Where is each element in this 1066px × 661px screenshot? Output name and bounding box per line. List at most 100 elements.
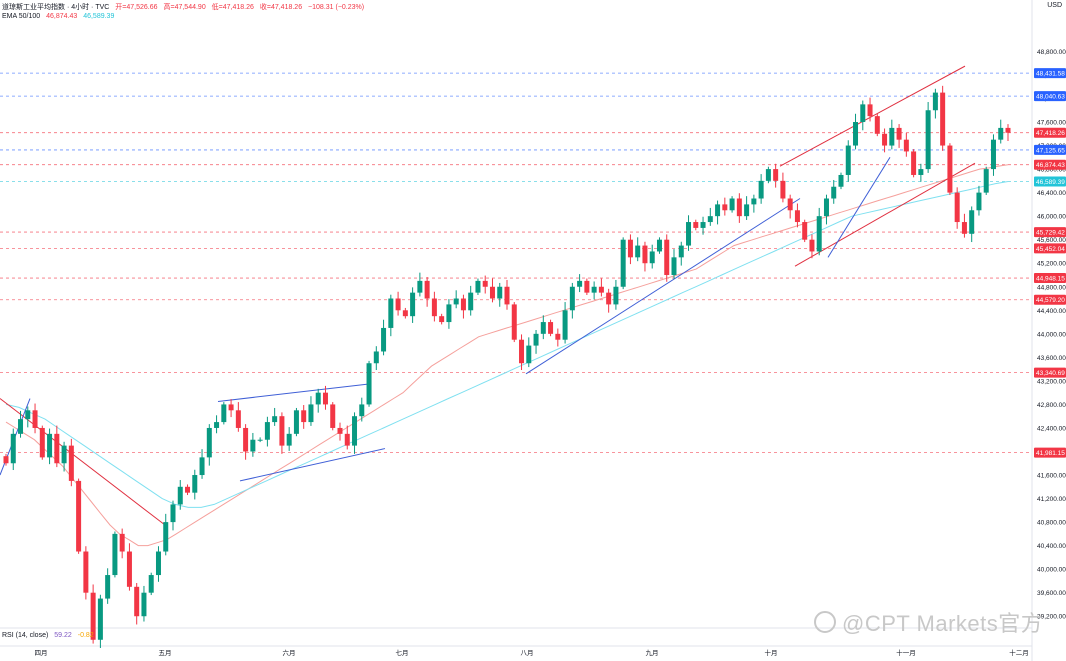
candle-body xyxy=(823,198,829,217)
candle-body xyxy=(555,333,561,340)
price-tick-label: 43,600.00 xyxy=(1037,355,1066,362)
candle-body xyxy=(562,310,568,340)
candle-body xyxy=(424,280,430,299)
symbol-title: 道琼斯工业平均指数 · 4小时 · TVC xyxy=(2,4,110,11)
price-tick-label: 46,800.00 xyxy=(1037,167,1066,174)
candle-body xyxy=(642,245,648,264)
month-label: 六月 xyxy=(283,648,296,657)
candle-body xyxy=(25,410,31,420)
candle-body xyxy=(105,575,111,599)
candle-body xyxy=(845,145,851,175)
month-label: 四月 xyxy=(35,649,48,657)
candle-body xyxy=(664,239,670,275)
candle-body xyxy=(671,257,677,275)
candle-body xyxy=(141,592,147,617)
candle-body xyxy=(119,533,125,552)
price-label-tag xyxy=(1034,176,1066,187)
ema-lines xyxy=(5,164,1009,547)
candle-body xyxy=(758,180,764,199)
candle-body xyxy=(882,133,888,146)
price-label-text: 46,874.43 xyxy=(1036,162,1065,169)
candle-body xyxy=(540,322,546,334)
price-label-tag xyxy=(1034,227,1066,238)
price-tick-label: 45,200.00 xyxy=(1037,261,1066,268)
price-label-tag xyxy=(1034,159,1066,170)
candle-body xyxy=(228,404,234,411)
candle-body xyxy=(700,222,706,228)
candle-body xyxy=(838,174,844,187)
candle-body xyxy=(199,457,205,476)
candle-body xyxy=(32,410,38,428)
candle-body xyxy=(911,151,917,175)
candle-body xyxy=(925,110,931,170)
candle-body xyxy=(155,551,161,576)
candle-body xyxy=(656,239,662,252)
price-label-text: 44,948.15 xyxy=(1036,276,1065,283)
month-label: 十二月 xyxy=(1009,648,1029,657)
trend-line xyxy=(827,157,891,258)
candle-body xyxy=(446,304,452,323)
price-label-tag xyxy=(1034,367,1066,378)
candle-body xyxy=(214,422,220,428)
price-tick-label: 44,400.00 xyxy=(1037,308,1066,315)
candle-body xyxy=(889,127,895,146)
candle-body xyxy=(526,345,532,364)
rsi-label: RSI (14, close) xyxy=(2,632,49,639)
price-tick-label: 43,200.00 xyxy=(1037,378,1066,385)
candle-body xyxy=(388,298,394,328)
watermark-logo-icon xyxy=(814,611,836,633)
candle-body xyxy=(221,404,227,423)
price-tick-label: 42,800.00 xyxy=(1037,402,1066,409)
candle-body xyxy=(794,210,800,223)
candle-body xyxy=(497,286,503,299)
trend-line xyxy=(239,448,386,482)
candle-body xyxy=(809,239,815,252)
candle-body xyxy=(68,445,74,481)
candle-body xyxy=(707,216,713,223)
candle-body xyxy=(410,292,416,317)
rsi-legend: RSI (14, close) 59.22 -0.82 xyxy=(2,632,98,639)
price-axis[interactable]: 39,200.00 39,600.00 40,000.00 40,400.00 40,8… xyxy=(1034,49,1066,621)
candle-body xyxy=(729,198,735,211)
candle-body xyxy=(243,427,249,452)
candle-body xyxy=(867,104,873,117)
candle-body xyxy=(932,92,938,111)
price-label-text: 43,340.69 xyxy=(1036,370,1065,377)
candle-body xyxy=(482,280,488,287)
candle-body xyxy=(802,222,808,240)
horizontal-levels xyxy=(0,72,1032,454)
candle-body xyxy=(308,404,314,423)
candle-body xyxy=(751,198,757,205)
candle-body xyxy=(860,104,866,123)
time-axis[interactable]: 四月 五月 六月 七月 八月 九月 十月 十一月 十二月 xyxy=(35,648,1029,657)
candle-body xyxy=(715,204,721,217)
month-label: 十一月 xyxy=(896,648,916,657)
close-value: 收=47,418.26 xyxy=(259,4,303,11)
price-tick-label: 39,200.00 xyxy=(1037,614,1066,621)
candle-body xyxy=(998,127,1004,140)
candle-body xyxy=(940,92,946,146)
candle-body xyxy=(134,586,140,617)
candle-body xyxy=(816,216,822,252)
candle-body xyxy=(235,410,241,428)
candle-body xyxy=(693,222,699,228)
candle-body xyxy=(780,180,786,199)
price-label-tag xyxy=(1034,144,1066,155)
candle-body xyxy=(47,433,53,458)
candle-body xyxy=(54,433,60,464)
candle-body xyxy=(192,475,198,493)
price-tick-label: 40,800.00 xyxy=(1037,520,1066,527)
candle-body xyxy=(649,251,655,264)
candles xyxy=(3,85,1011,649)
candle-body xyxy=(264,422,270,440)
trend-line xyxy=(794,162,976,267)
candle-body xyxy=(301,410,307,423)
price-label-text: 47,418.26 xyxy=(1036,130,1065,137)
price-label-text: 48,431.58 xyxy=(1036,71,1065,78)
candle-body xyxy=(322,392,328,405)
ema-legend: EMA 50/100 46,874.43 46,589.39 xyxy=(2,13,118,20)
candle-body xyxy=(293,410,299,434)
candle-body xyxy=(352,416,358,446)
candle-body xyxy=(613,286,619,305)
